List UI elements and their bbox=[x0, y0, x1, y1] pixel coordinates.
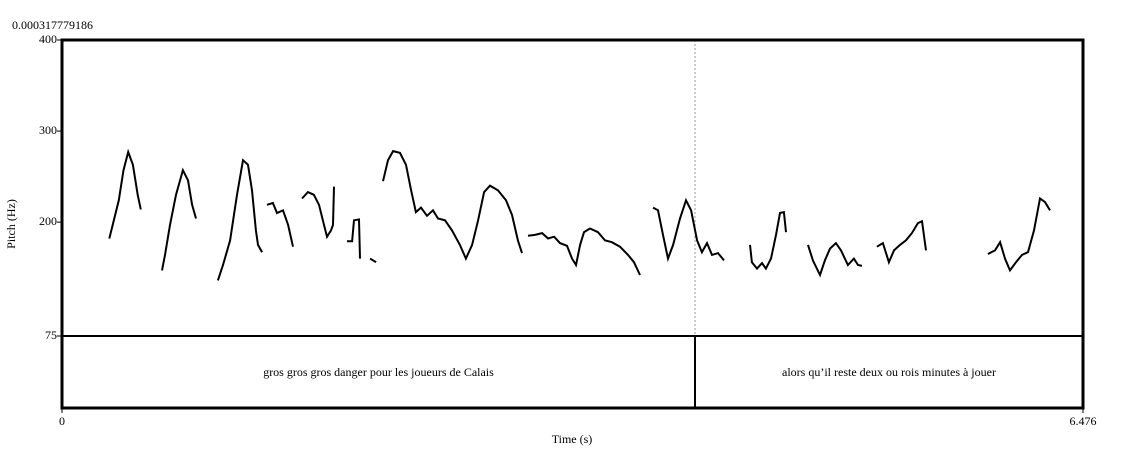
y-tick-label: 400 bbox=[39, 32, 57, 46]
pitch-contour bbox=[216, 158, 263, 281]
pitch-contour bbox=[876, 219, 927, 266]
pitch-contour bbox=[161, 167, 197, 271]
pitch-contour bbox=[652, 197, 725, 263]
y-tick-label: 200 bbox=[39, 214, 57, 228]
y-tick-label: 75 bbox=[45, 328, 57, 342]
pitch-contour bbox=[987, 196, 1051, 273]
top-label: 0.000317779186 bbox=[12, 18, 93, 32]
pitch-contour bbox=[301, 186, 335, 240]
y-tick-label: 300 bbox=[39, 123, 57, 137]
x-axis-label: Time (s) bbox=[552, 432, 593, 446]
interval-label: gros gros gros danger pour les joueurs d… bbox=[263, 365, 494, 379]
interval-label: alors qu’il reste deux ou rois minutes à… bbox=[782, 365, 996, 379]
pitch-contour bbox=[527, 227, 641, 276]
pitch-contour bbox=[382, 149, 523, 262]
y-axis-label: Pitch (Hz) bbox=[4, 199, 18, 249]
pitch-contour bbox=[369, 257, 377, 264]
pitch-contour bbox=[347, 218, 361, 259]
x-tick-label: 0 bbox=[59, 414, 65, 428]
frame bbox=[60, 38, 1085, 410]
pitch-contour bbox=[266, 201, 294, 247]
x-tick-label: 6.476 bbox=[1070, 414, 1097, 428]
pitch-contour bbox=[807, 241, 863, 278]
pitch-contour bbox=[108, 148, 142, 239]
pitch-contour bbox=[749, 210, 787, 271]
